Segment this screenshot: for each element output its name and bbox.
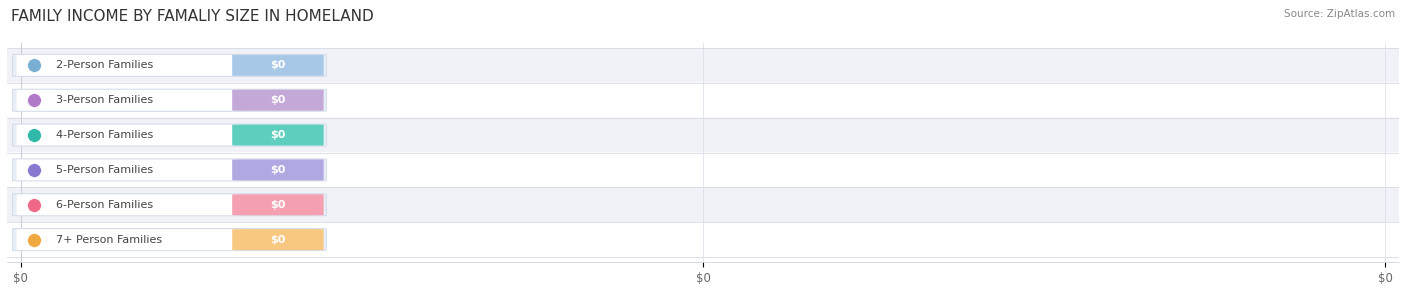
FancyBboxPatch shape bbox=[13, 124, 326, 146]
FancyBboxPatch shape bbox=[13, 159, 326, 181]
Text: 5-Person Families: 5-Person Families bbox=[56, 165, 153, 175]
FancyBboxPatch shape bbox=[17, 195, 242, 215]
FancyBboxPatch shape bbox=[232, 194, 323, 215]
FancyBboxPatch shape bbox=[232, 55, 323, 76]
Text: $0: $0 bbox=[270, 165, 285, 175]
Text: 6-Person Families: 6-Person Families bbox=[56, 200, 153, 210]
FancyBboxPatch shape bbox=[7, 48, 1399, 83]
FancyBboxPatch shape bbox=[13, 89, 326, 111]
FancyBboxPatch shape bbox=[17, 55, 242, 76]
FancyBboxPatch shape bbox=[232, 160, 323, 181]
Text: FAMILY INCOME BY FAMALIY SIZE IN HOMELAND: FAMILY INCOME BY FAMALIY SIZE IN HOMELAN… bbox=[11, 9, 374, 24]
FancyBboxPatch shape bbox=[232, 90, 323, 111]
FancyBboxPatch shape bbox=[17, 90, 242, 110]
FancyBboxPatch shape bbox=[13, 228, 326, 251]
FancyBboxPatch shape bbox=[17, 229, 242, 250]
Text: 3-Person Families: 3-Person Families bbox=[56, 95, 153, 105]
FancyBboxPatch shape bbox=[13, 54, 326, 77]
Text: $0: $0 bbox=[270, 235, 285, 245]
FancyBboxPatch shape bbox=[17, 125, 242, 145]
FancyBboxPatch shape bbox=[232, 229, 323, 250]
Text: $0: $0 bbox=[270, 130, 285, 140]
FancyBboxPatch shape bbox=[7, 83, 1399, 118]
Text: 4-Person Families: 4-Person Families bbox=[56, 130, 153, 140]
FancyBboxPatch shape bbox=[13, 194, 326, 216]
Text: $0: $0 bbox=[270, 95, 285, 105]
FancyBboxPatch shape bbox=[17, 160, 242, 180]
Text: 7+ Person Families: 7+ Person Families bbox=[56, 235, 162, 245]
FancyBboxPatch shape bbox=[7, 152, 1399, 187]
Text: $0: $0 bbox=[270, 60, 285, 70]
FancyBboxPatch shape bbox=[232, 124, 323, 145]
FancyBboxPatch shape bbox=[7, 118, 1399, 152]
Text: Source: ZipAtlas.com: Source: ZipAtlas.com bbox=[1284, 9, 1395, 19]
Text: $0: $0 bbox=[270, 200, 285, 210]
FancyBboxPatch shape bbox=[7, 222, 1399, 257]
Text: 2-Person Families: 2-Person Families bbox=[56, 60, 153, 70]
FancyBboxPatch shape bbox=[7, 187, 1399, 222]
